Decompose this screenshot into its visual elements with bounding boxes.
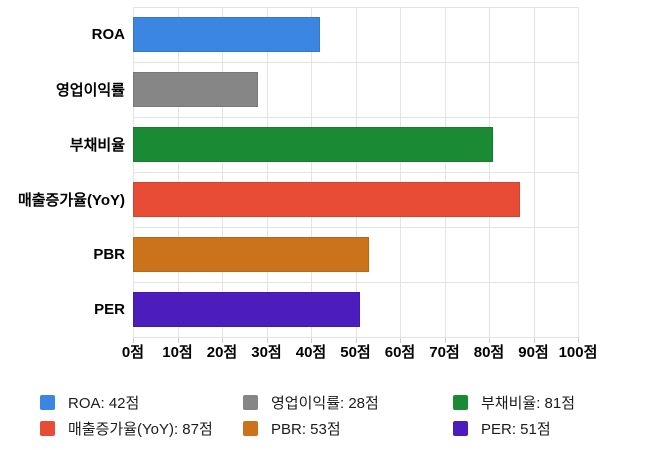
y-category-label: 부채비율 xyxy=(69,137,125,154)
axis-tick xyxy=(311,337,312,343)
legend-item[interactable]: PER: 51점 xyxy=(453,418,575,439)
x-tick-label: 80점 xyxy=(473,344,505,361)
legend-label: 영업이익률: 28점 xyxy=(271,394,379,412)
bar-6[interactable] xyxy=(133,292,360,327)
legend-swatch xyxy=(243,394,258,410)
gridline-horizontal xyxy=(133,172,578,173)
gridline-horizontal xyxy=(133,62,578,63)
x-tick-label: 50점 xyxy=(340,344,371,361)
axis-tick xyxy=(489,337,490,343)
gridline-vertical xyxy=(578,7,579,337)
x-tick-label: 60점 xyxy=(384,344,416,361)
legend-item[interactable]: 영업이익률: 28점 xyxy=(243,392,453,413)
legend-item[interactable]: 부채비율: 81점 xyxy=(453,392,575,413)
x-tick-label: 40점 xyxy=(295,344,327,361)
legend-label: ROA: 42점 xyxy=(68,394,140,412)
bar-4[interactable] xyxy=(133,182,521,217)
legend-item[interactable]: 매출증가율(YoY): 87점 xyxy=(40,418,243,439)
legend-swatch xyxy=(243,420,258,436)
axis-tick xyxy=(400,337,401,343)
legend-swatch xyxy=(453,394,468,410)
x-tick-label: 20점 xyxy=(206,344,238,361)
gridline-horizontal xyxy=(133,117,578,118)
bar-1[interactable] xyxy=(133,17,320,52)
bar-3[interactable] xyxy=(133,127,494,162)
y-category-label: PER xyxy=(94,301,125,318)
x-tick-label: 30점 xyxy=(251,344,282,361)
plot-area xyxy=(133,7,579,343)
gridline-horizontal xyxy=(133,337,578,338)
gridline-horizontal xyxy=(133,227,578,228)
y-category-label: 영업이익률 xyxy=(55,82,125,99)
axis-tick xyxy=(355,337,357,343)
axis-tick xyxy=(578,337,579,343)
y-category-label: 매출증가율(YoY) xyxy=(17,192,125,209)
x-tick-label: 90점 xyxy=(518,344,549,361)
y-category-label: ROA xyxy=(91,26,125,43)
x-tick-label: 0점 xyxy=(121,344,145,361)
x-tick-label: 100점 xyxy=(558,344,598,361)
legend-label: 부채비율: 81점 xyxy=(481,394,576,412)
legend-item[interactable]: PBR: 53점 xyxy=(243,418,453,439)
axis-tick xyxy=(177,337,179,343)
legend-swatch xyxy=(40,394,55,410)
axis-tick xyxy=(133,337,134,343)
axis-tick xyxy=(266,337,268,343)
gridline-horizontal xyxy=(133,7,578,8)
legend-label: 매출증가율(YoY): 87점 xyxy=(68,420,213,438)
legend-item[interactable]: ROA: 42점 xyxy=(40,392,243,413)
legend-label: PER: 51점 xyxy=(481,420,551,438)
axis-tick xyxy=(444,337,446,343)
legend-swatch xyxy=(453,420,468,436)
legend-swatch xyxy=(40,420,55,436)
axis-tick xyxy=(222,337,223,343)
gridline-horizontal xyxy=(133,282,578,283)
bar-2[interactable] xyxy=(133,72,258,107)
x-tick-label: 70점 xyxy=(429,344,460,361)
axis-tick xyxy=(533,337,535,343)
legend-label: PBR: 53점 xyxy=(271,420,341,438)
y-category-label: PBR xyxy=(93,246,125,263)
x-tick-label: 10점 xyxy=(162,344,193,361)
bar-5[interactable] xyxy=(133,237,369,272)
